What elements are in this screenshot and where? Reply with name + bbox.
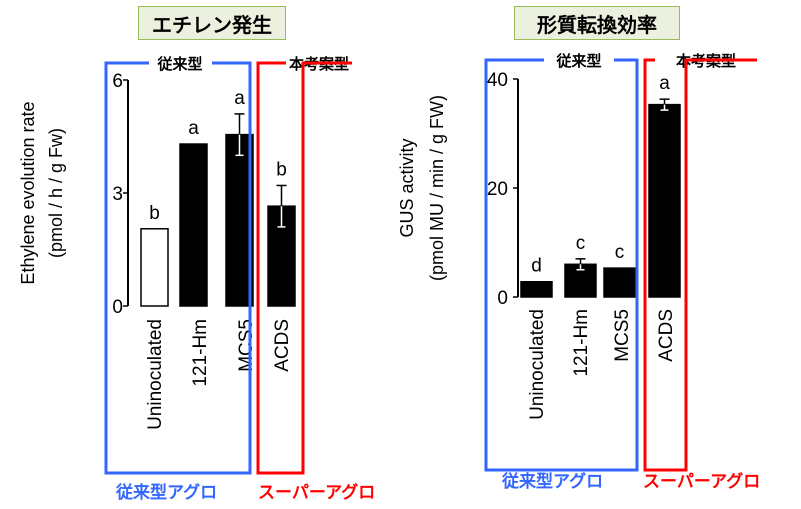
chart-1-sig-letter-4: b bbox=[276, 159, 287, 180]
chart-2-title: 形質転換効率 bbox=[514, 6, 680, 40]
chart-2-conventional-label: 従来型 bbox=[555, 52, 601, 70]
chart-1-bar-2 bbox=[179, 143, 208, 307]
chart-1-category-label-4: ACDS bbox=[272, 319, 293, 372]
chart-1-bottom-conventional-label: 従来型アグロ bbox=[115, 482, 217, 502]
chart-2-category-label-4: ACDS bbox=[656, 309, 677, 362]
chart-1-y-axis-title: Ethylene evolution rate bbox=[18, 101, 38, 284]
chart-2-proposed-bracket bbox=[643, 58, 757, 472]
chart-1-bar-1 bbox=[140, 228, 169, 307]
chart-1-conventional-bracket bbox=[104, 61, 252, 475]
chart-1-y-tick-label: 0 bbox=[112, 297, 123, 318]
chart-2-bar-1 bbox=[520, 280, 553, 298]
chart-1-sig-letter-3: a bbox=[234, 88, 245, 109]
chart-2-bar-4 bbox=[648, 103, 681, 298]
chart-1-error-bar-4 bbox=[276, 184, 287, 228]
chart-1-category-label-2: 121-Hm bbox=[190, 319, 211, 387]
chart-1-y-tick-label: 3 bbox=[112, 184, 123, 205]
chart-1-y-axis-unit: (pmol / h / g Fw) bbox=[46, 128, 66, 258]
chart-2-sig-letter-4: a bbox=[659, 73, 670, 94]
chart-2-category-label-1: Uninoculated bbox=[527, 309, 548, 420]
chart-2-category-label-3: MCS5 bbox=[612, 309, 633, 362]
chart-2-conventional-bracket bbox=[484, 58, 639, 472]
chart-1-title: エチレン発生 bbox=[138, 6, 286, 40]
chart-2-bar-3 bbox=[603, 267, 636, 298]
chart-2-y-tick-label: 40 bbox=[487, 70, 508, 91]
chart-2-error-bar-4 bbox=[659, 98, 670, 111]
chart-2-bottom-conventional-label: 従来型アグロ bbox=[501, 471, 603, 491]
chart-2-sig-letter-3: c bbox=[615, 242, 625, 263]
chart-2-error-bar-2 bbox=[575, 258, 586, 271]
chart-2-sig-letter-1: d bbox=[531, 256, 542, 277]
chart-2-category-label-2: 121-Hm bbox=[571, 309, 592, 377]
chart-2-y-tick-label: 0 bbox=[497, 288, 508, 309]
chart-1-sig-letter-2: a bbox=[188, 118, 199, 139]
chart-1-bottom-proposed-label: スーパーアグロ bbox=[258, 482, 375, 502]
chart-2-sig-letter-2: c bbox=[576, 233, 586, 254]
chart-1-proposed-bracket bbox=[256, 61, 352, 475]
chart-1-y-tick-label: 6 bbox=[112, 71, 123, 92]
chart-2-proposed-bracket-line bbox=[643, 58, 757, 472]
chart-1-category-label-3: MCS5 bbox=[236, 319, 257, 372]
chart-2-y-axis-unit: (pmol MU / min / g FW) bbox=[427, 95, 447, 281]
chart-1-sig-letter-1: b bbox=[149, 203, 160, 224]
chart-1-conventional-bracket-line bbox=[104, 61, 252, 475]
chart-1-proposed-bracket-line bbox=[256, 61, 352, 475]
chart-2-bottom-proposed-label: スーパーアグロ bbox=[643, 471, 760, 491]
chart-2-conventional-bracket-line bbox=[484, 58, 639, 472]
chart-1-conventional-label: 従来型 bbox=[156, 55, 202, 73]
chart-1-category-label-1: Uninoculated bbox=[145, 319, 166, 430]
chart-2-y-tick-label: 20 bbox=[487, 179, 508, 200]
chart-2-y-axis-title: GUS activity bbox=[397, 138, 417, 237]
chart-1-error-bar-3 bbox=[234, 113, 245, 157]
